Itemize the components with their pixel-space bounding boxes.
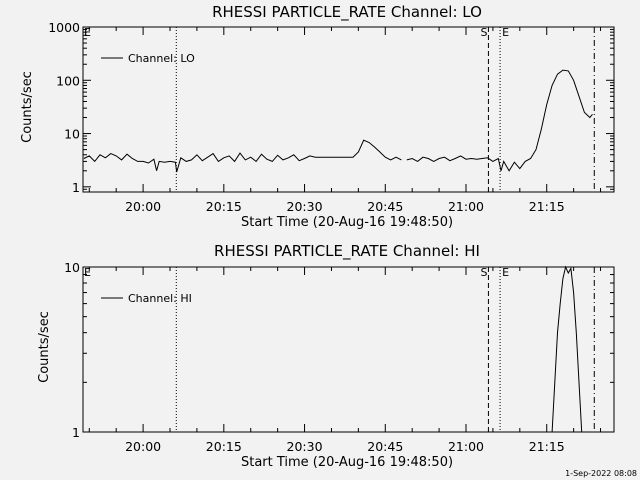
- hi-xtick-label: 20:30: [287, 439, 323, 454]
- hi-legend-label: Channel: HI: [128, 292, 192, 305]
- lo-plot-frame: [82, 26, 615, 193]
- hi-ytick-label: 10: [64, 260, 80, 275]
- lo-legend-label: Channel: LO: [128, 52, 195, 65]
- lo-xtick-label: 20:30: [287, 199, 323, 214]
- lo-ytick-label: 100: [56, 73, 80, 88]
- hi-channel-panel: RHESSI PARTICLE_RATE Channel: HI Counts/…: [37, 242, 615, 470]
- hi-xtick-label: 21:15: [529, 439, 565, 454]
- hi-xtick-label: 20:45: [367, 439, 403, 454]
- hi-plot-frame: [82, 266, 615, 433]
- footer-timestamp: 1-Sep-2022 08:08: [565, 469, 637, 478]
- lo-series-line: [83, 139, 402, 173]
- lo-marker-label: E: [84, 26, 91, 39]
- hi-legend: Channel: HI: [101, 292, 192, 305]
- lo-xlabel: Start Time (20-Aug-16 19:48:50): [241, 215, 453, 230]
- hi-xtick-label: 20:00: [125, 439, 161, 454]
- lo-ylabel: Counts/sec: [20, 71, 35, 143]
- lo-xtick-label: 21:00: [448, 199, 484, 214]
- lo-channel-panel: RHESSI PARTICLE_RATE Channel: LO Counts/…: [20, 3, 615, 230]
- hi-ytick-label: 1: [72, 425, 80, 440]
- lo-marker-label: S: [480, 26, 487, 39]
- lo-xtick-label: 20:45: [367, 199, 403, 214]
- hi-marker-label: E: [84, 266, 91, 279]
- lo-marker-label: E: [502, 26, 509, 39]
- hi-ylabel: Counts/sec: [37, 311, 52, 383]
- lo-xtick-label: 20:00: [125, 199, 161, 214]
- lo-ytick-label: 1: [72, 180, 80, 195]
- lo-ytick-label: 10: [64, 127, 80, 142]
- hi-xtick-label: 20:15: [206, 439, 242, 454]
- hi-xlabel: Start Time (20-Aug-16 19:48:50): [241, 455, 453, 470]
- lo-series-line: [406, 69, 593, 172]
- lo-legend: Channel: LO: [101, 52, 195, 65]
- hi-marker-label: S: [480, 266, 487, 279]
- lo-xtick-label: 20:15: [206, 199, 242, 214]
- hi-series-line: [551, 265, 583, 433]
- hi-marker-label: E: [502, 266, 509, 279]
- hi-xtick-label: 21:00: [448, 439, 484, 454]
- lo-title: RHESSI PARTICLE_RATE Channel: LO: [212, 3, 482, 22]
- lo-ytick-label: 1000: [48, 20, 80, 35]
- lo-xtick-label: 21:15: [529, 199, 565, 214]
- hi-title: RHESSI PARTICLE_RATE Channel: HI: [214, 242, 480, 261]
